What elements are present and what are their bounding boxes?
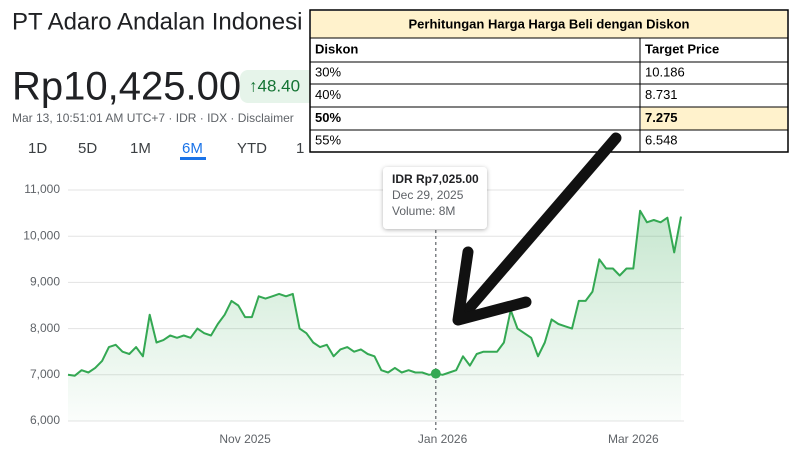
chart-layer: 6,000 7,000 8,000 9,000 10,000 11,000 Nov 2025… — [23, 182, 684, 446]
arrow-head — [452, 246, 532, 326]
stock-name: PT Adaro Andalan Indonesi — [12, 8, 302, 35]
tooltip-price: IDR Rp7,025.00 — [392, 172, 479, 186]
tab-underline — [180, 157, 206, 160]
tab[interactable]: 1D — [28, 140, 47, 157]
tab-selected[interactable]: 6M — [182, 140, 203, 157]
table-cell: 10.186 — [645, 64, 685, 79]
tab[interactable]: YTD — [237, 140, 267, 157]
tooltip-date: Dec 29, 2025 — [392, 188, 464, 202]
table-header: Target Price — [645, 41, 719, 56]
x-tick-label: Mar 2026 — [608, 432, 659, 446]
tooltip: IDR Rp7,025.00 Dec 29, 2025 Volume: 8M — [383, 167, 487, 229]
header: PT Adaro Andalan Indonesi Rp10,425.00 ↑4… — [12, 8, 320, 160]
table-title-bg — [311, 11, 787, 38]
table-cell: 55% — [315, 132, 341, 147]
timestamp: Mar 13, 10:51:01 AM UTC+7 · IDR · IDX · … — [12, 111, 294, 125]
table-header: Diskon — [315, 41, 358, 56]
y-tick-label: 8,000 — [30, 321, 60, 335]
tooltip-box — [383, 167, 487, 229]
table-title: Perhitungan Harga Harga Beli dengan Disk… — [409, 16, 690, 31]
table-cell: 50% — [315, 110, 341, 125]
hover-point — [430, 368, 441, 379]
price: Rp10,425.00 — [12, 65, 241, 109]
table-cell: 30% — [315, 64, 341, 79]
y-tick-label: 6,000 — [30, 413, 60, 427]
table-cell: 8.731 — [645, 87, 678, 102]
change-pill — [240, 70, 320, 103]
arrow-shaft — [460, 132, 622, 318]
tab[interactable]: 5D — [78, 140, 97, 157]
y-tick-label: 11,000 — [24, 182, 60, 196]
y-tick-label: 9,000 — [30, 275, 60, 289]
table-cell: 7.275 — [645, 110, 678, 125]
x-tick-label: Nov 2025 — [219, 432, 271, 446]
y-tick-label: 10,000 — [23, 228, 60, 242]
table-cell: 6.548 — [645, 132, 678, 147]
discount-table: Perhitungan Harga Harga Beli dengan Disk… — [309, 9, 789, 153]
price-change: ↑48.40 — [249, 76, 300, 95]
area-fill — [68, 210, 681, 421]
x-tick-label: Jan 2026 — [418, 432, 468, 446]
annotation-arrow — [452, 132, 622, 326]
highlight-cell — [641, 107, 787, 130]
price-line — [67, 209, 682, 377]
y-tick-label: 7,000 — [30, 367, 60, 381]
tab[interactable]: 1M — [130, 140, 151, 157]
tab[interactable]: 1 — [296, 140, 304, 157]
table-cell: 40% — [315, 87, 341, 102]
tooltip-volume: Volume: 8M — [392, 204, 455, 218]
